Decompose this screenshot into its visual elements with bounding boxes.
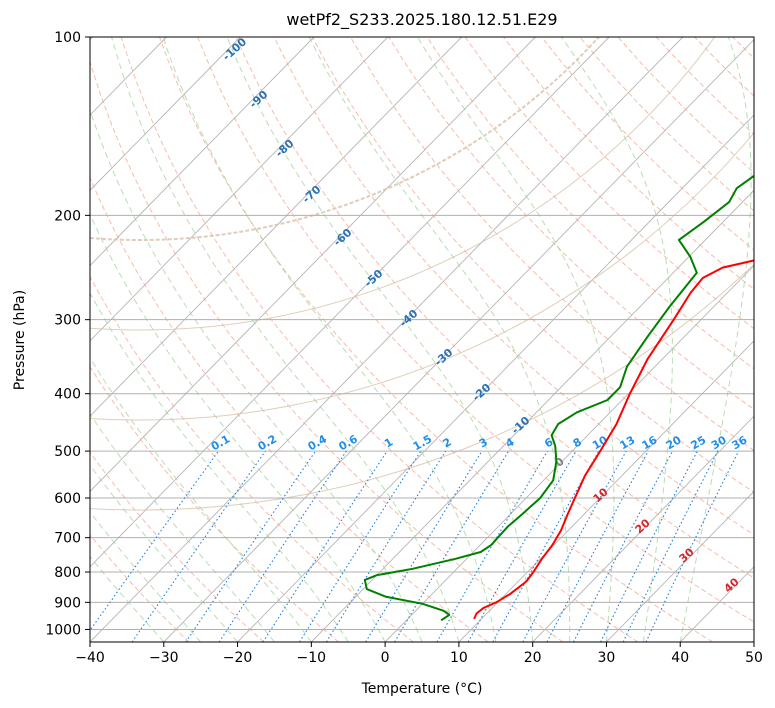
background-arc	[90, 37, 716, 331]
isotherm-line	[532, 415, 754, 642]
mixing-ratio-line	[365, 450, 483, 642]
background-arc	[90, 37, 600, 241]
isotherm-line	[90, 37, 610, 568]
profile-series	[363, 174, 754, 622]
isotherm-line	[311, 189, 754, 642]
isotherm-line	[90, 37, 389, 342]
moist-adiabat	[90, 356, 312, 642]
mixing-ratio-line	[90, 450, 219, 632]
pressure-gridlines	[90, 37, 754, 630]
dry-adiabat	[273, 37, 754, 536]
dry-adiabat	[90, 275, 414, 642]
x-tick-label: 40	[671, 650, 689, 666]
dry-adiabat	[235, 37, 754, 579]
isotherm-line	[384, 264, 754, 642]
y-tick-label: 400	[54, 387, 81, 403]
dry-adiabat	[197, 37, 754, 623]
mixing-ratio-line	[299, 450, 422, 642]
dry-adiabat	[311, 37, 754, 493]
dewpoint-profile-line	[363, 174, 754, 622]
moist-adiabat	[162, 37, 497, 642]
x-tick-label: −40	[75, 650, 105, 666]
mixing-ratio-line	[185, 450, 316, 642]
dry-adiabat	[90, 534, 190, 642]
y-tick-label: 700	[54, 531, 81, 547]
moist-adiabat	[90, 292, 349, 642]
y-tick-label: 800	[54, 565, 81, 581]
background-arc	[90, 263, 754, 511]
y-tick-label: 600	[54, 491, 81, 507]
plot-frame	[89, 36, 755, 643]
x-tick-label: 50	[745, 650, 763, 666]
mixing-ratio-line	[522, 450, 627, 642]
moist-adiabat	[226, 37, 534, 642]
dry-adiabat	[771, 37, 775, 642]
moist-adiabat	[111, 37, 460, 642]
x-tick-label: 10	[450, 650, 468, 666]
x-tick-label: 20	[524, 650, 542, 666]
moist-adiabat	[90, 413, 275, 642]
moist-adiabat	[679, 37, 752, 642]
isotherm-line	[90, 37, 462, 417]
mixing-ratio-line	[467, 450, 577, 642]
mixing-ratio-line	[546, 450, 649, 642]
background-lines	[90, 37, 775, 642]
moist-adiabat	[417, 37, 615, 642]
mixing-ratio-line	[600, 450, 698, 642]
dry-adiabat	[90, 60, 564, 642]
dry-adiabat	[120, 37, 639, 642]
isotherm-line	[90, 37, 315, 267]
y-tick-label: 1000	[45, 622, 81, 638]
moist-adiabat	[308, 37, 571, 642]
mixing-ratio-line	[131, 450, 266, 642]
x-tick-label: −30	[149, 650, 179, 666]
mixing-ratio-line	[622, 450, 719, 642]
y-axis-label: Pressure (hPa)	[12, 290, 28, 390]
y-axis-ticks: 100 200 300 400 500 600 700 800 900 1000	[45, 30, 90, 638]
y-tick-label: 500	[54, 444, 81, 460]
x-axis-label: Temperature (°C)	[361, 681, 483, 697]
y-tick-label: 300	[54, 313, 81, 329]
mixing-ratio-lines	[90, 450, 740, 642]
moist-adiabat	[90, 464, 238, 642]
moist-adiabat	[90, 213, 386, 642]
mixing-ratio-line	[218, 450, 347, 642]
y-tick-label: 200	[54, 208, 81, 224]
mixing-ratio-line	[262, 450, 388, 642]
dry-adiabat	[388, 37, 754, 410]
isotherm-line	[606, 490, 754, 642]
chart-title: wetPf2_S233.2025.180.12.51.E29	[286, 10, 557, 30]
mixing-ratio-line	[492, 450, 600, 642]
background-arc	[90, 131, 754, 421]
y-tick-label: 900	[54, 595, 81, 611]
temperature-profile-line	[473, 259, 754, 620]
moist-adiabat	[561, 37, 673, 642]
dry-adiabat	[426, 37, 754, 370]
isotherm-line	[458, 340, 754, 642]
dry-adiabat	[159, 37, 713, 642]
dry-adiabat	[90, 176, 489, 642]
dry-adiabat	[90, 365, 339, 642]
x-tick-label: 0	[381, 650, 390, 666]
x-tick-label: −20	[223, 650, 253, 666]
dry-adiabat	[503, 37, 754, 290]
moist-adiabat	[90, 108, 423, 642]
y-tick-label: 100	[54, 30, 81, 46]
isotherm-line	[90, 37, 536, 493]
plot-background	[90, 37, 754, 642]
isotherm-line	[753, 641, 754, 642]
x-tick-label: 30	[598, 650, 616, 666]
isotherm-line	[90, 37, 241, 191]
x-tick-label: −10	[297, 650, 327, 666]
isotherm-line	[163, 39, 754, 642]
isotherm-line	[237, 114, 754, 642]
x-axis-ticks: −40 −30 −20 −10 0 10 20 30 40 50	[75, 642, 763, 666]
